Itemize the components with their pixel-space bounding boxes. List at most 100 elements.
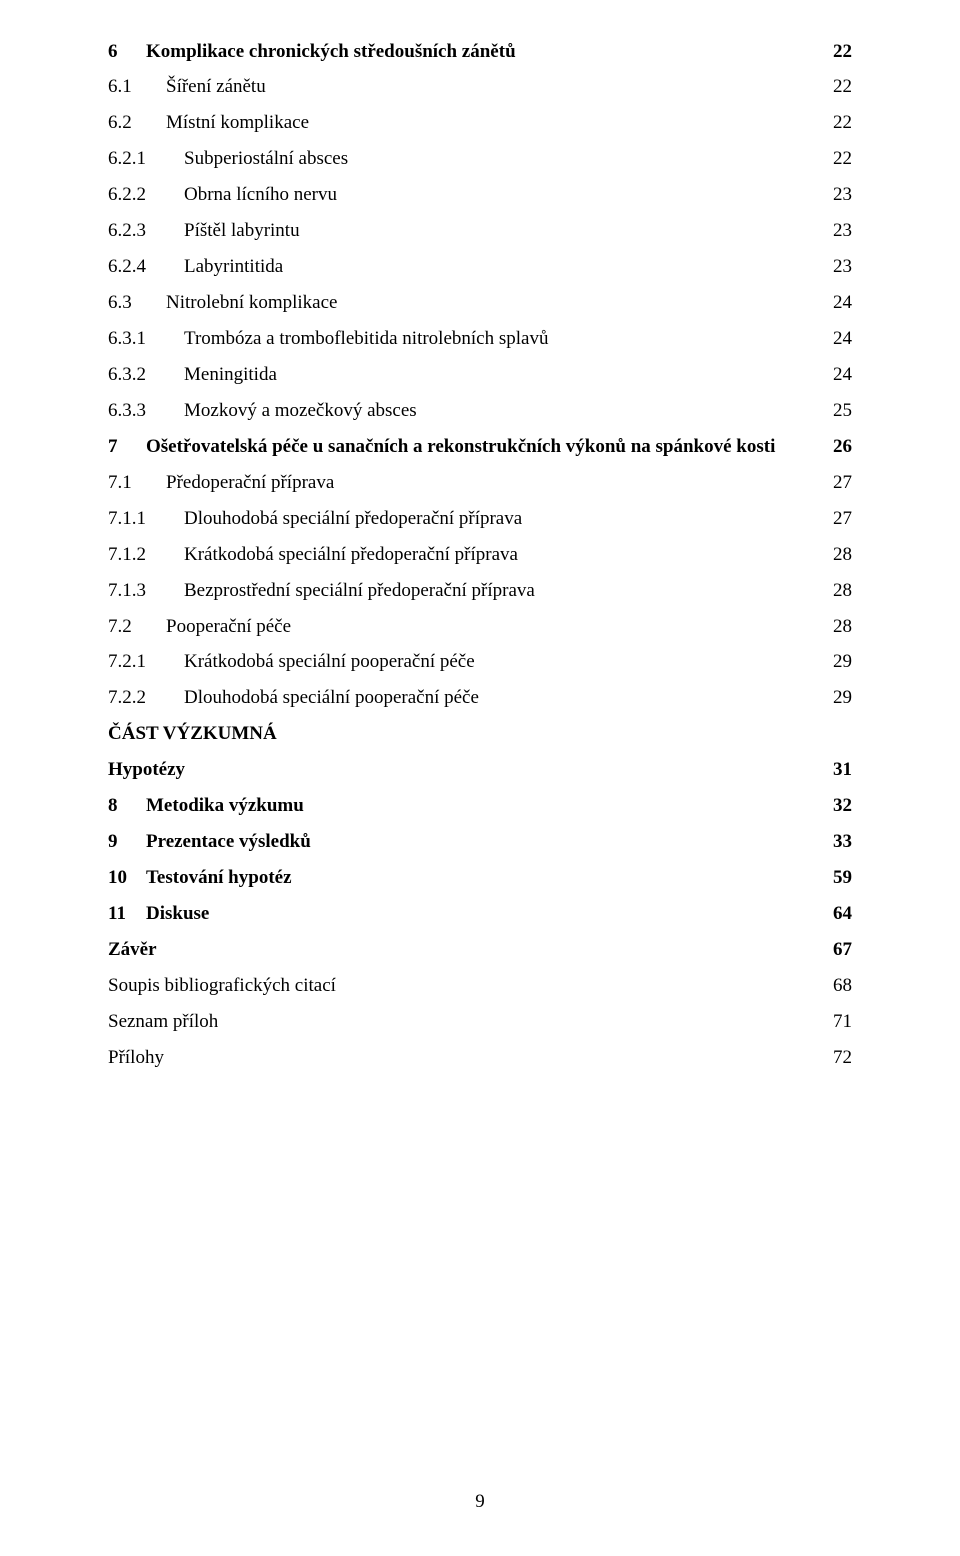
toc-entry: 6.3.1Trombóza a tromboflebitida nitroleb…	[108, 324, 852, 353]
toc-entry-title: Trombóza a tromboflebitida nitrolebních …	[184, 324, 548, 353]
toc-entry-title: Přílohy	[108, 1043, 164, 1072]
toc-entry-page: 22	[833, 108, 852, 137]
toc-entry-title: Soupis bibliografických citací	[108, 971, 336, 1000]
toc-entry-number: 7.1.2	[108, 540, 184, 569]
toc-entry-title: Obrna lícního nervu	[184, 180, 337, 209]
toc-entry-number: 6.3.3	[108, 396, 184, 425]
toc-entry: Soupis bibliografických citací 68	[108, 971, 852, 1000]
toc-entry-title: Místní komplikace	[166, 108, 309, 137]
toc-entry-title: Ošetřovatelská péče u sanačních a rekons…	[146, 432, 775, 461]
toc-entry: 7Ošetřovatelská péče u sanačních a rekon…	[108, 432, 852, 461]
toc-entry-page: 27	[833, 504, 852, 533]
toc-entry-title: Mozkový a mozečkový absces	[184, 396, 417, 425]
toc-entry-title: Labyrintitida	[184, 252, 283, 281]
toc-entry-number: 6.2	[108, 108, 166, 137]
toc-entry-number: 7.1.3	[108, 576, 184, 605]
toc-entry-title: Dlouhodobá speciální předoperační přípra…	[184, 504, 522, 533]
toc-entry: 7.2.1Krátkodobá speciální pooperační péč…	[108, 647, 852, 676]
toc-entry-number: 6	[108, 37, 146, 66]
toc-entry-title: Pooperační péče	[166, 612, 291, 641]
toc-entry-page: 22	[833, 72, 852, 101]
toc-entry: Závěr67	[108, 935, 852, 964]
toc-entry-title: Bezprostřední speciální předoperační pří…	[184, 576, 535, 605]
toc-entry-number: 6.2.4	[108, 252, 184, 281]
toc-entry: 7.2Pooperační péče 28	[108, 612, 852, 641]
toc-entry: 6.1Šíření zánětu 22	[108, 72, 852, 101]
toc-entry-title: Krátkodobá speciální předoperační přípra…	[184, 540, 518, 569]
toc-entry-page: 22	[833, 144, 852, 173]
toc-entry-number: 7.2.1	[108, 647, 184, 676]
toc-entry-page: 24	[833, 360, 852, 389]
toc-entry-title: Krátkodobá speciální pooperační péče	[184, 647, 475, 676]
toc-entry-title: ČÁST VÝZKUMNÁ	[108, 719, 277, 748]
toc-entry-title: Meningitida	[184, 360, 277, 389]
table-of-contents: 6Komplikace chronických středoušních zán…	[108, 37, 852, 1073]
toc-entry: 6.3Nitrolební komplikace24	[108, 288, 852, 317]
toc-entry-number: 6.2.3	[108, 216, 184, 245]
toc-entry-page: 27	[833, 468, 852, 497]
toc-entry: Přílohy 72	[108, 1043, 852, 1072]
toc-entry: 7.1.3Bezprostřední speciální předoperačn…	[108, 576, 852, 605]
toc-entry-page: 72	[833, 1043, 852, 1072]
toc-entry-number: 6.2.2	[108, 180, 184, 209]
toc-entry-number: 6.2.1	[108, 144, 184, 173]
toc-entry-page: 22	[833, 37, 852, 66]
toc-entry: 7.1.2Krátkodobá speciální předoperační p…	[108, 540, 852, 569]
toc-entry: 7.2.2Dlouhodobá speciální pooperační péč…	[108, 683, 852, 712]
toc-entry: 6.3.3Mozkový a mozečkový absces 25	[108, 396, 852, 425]
toc-entry-page: 33	[833, 827, 852, 856]
toc-entry-page: 59	[833, 863, 852, 892]
toc-entry-page: 71	[833, 1007, 852, 1036]
toc-entry-number: 6.3.2	[108, 360, 184, 389]
toc-entry-title: Předoperační příprava	[166, 468, 334, 497]
toc-entry-number: 7	[108, 432, 146, 461]
toc-entry: 6.2Místní komplikace 22	[108, 108, 852, 137]
toc-entry-title: Nitrolební komplikace	[166, 288, 337, 317]
toc-entry-title: Testování hypotéz	[146, 863, 292, 892]
toc-entry-number: 6.1	[108, 72, 166, 101]
toc-entry: 8Metodika výzkumu32	[108, 791, 852, 820]
toc-entry: 6.2.2Obrna lícního nervu 23	[108, 180, 852, 209]
toc-entry-title: Metodika výzkumu	[146, 791, 304, 820]
toc-entry-title: Píštěl labyrintu	[184, 216, 300, 245]
toc-entry: 7.1Předoperační příprava27	[108, 468, 852, 497]
toc-entry-number: 7.2.2	[108, 683, 184, 712]
toc-entry-page: 31	[833, 755, 852, 784]
toc-entry-title: Komplikace chronických středoušních záně…	[146, 37, 516, 66]
toc-entry-page: 24	[833, 324, 852, 353]
toc-entry: 6.2.1Subperiostální absces 22	[108, 144, 852, 173]
toc-entry: 6Komplikace chronických středoušních zán…	[108, 37, 852, 66]
toc-entry-page: 68	[833, 971, 852, 1000]
toc-entry-page: 23	[833, 216, 852, 245]
toc-entry-number: 7.2	[108, 612, 166, 641]
toc-entry-page: 26	[833, 432, 852, 461]
toc-entry-title: Hypotézy	[108, 755, 185, 784]
toc-entry-number: 6.3.1	[108, 324, 184, 353]
toc-entry-page: 29	[833, 683, 852, 712]
toc-entry-title: Seznam příloh	[108, 1007, 218, 1036]
toc-entry-page: 25	[833, 396, 852, 425]
toc-entry: 6.3.2Meningitida 24	[108, 360, 852, 389]
toc-entry-number: 10	[108, 863, 146, 892]
toc-entry: 11Diskuse64	[108, 899, 852, 928]
toc-entry: Hypotézy 31	[108, 755, 852, 784]
toc-entry-title: Šíření zánětu	[166, 72, 266, 101]
toc-entry-number: 7.1.1	[108, 504, 184, 533]
toc-entry-page: 24	[833, 288, 852, 317]
toc-entry-page: 67	[833, 935, 852, 964]
toc-entry-title: Subperiostální absces	[184, 144, 348, 173]
toc-entry-page: 28	[833, 576, 852, 605]
toc-entry-title: Prezentace výsledků	[146, 827, 311, 856]
toc-entry-page: 28	[833, 540, 852, 569]
toc-entry: 6.2.3Píštěl labyrintu 23	[108, 216, 852, 245]
toc-entry-title: Dlouhodobá speciální pooperační péče	[184, 683, 479, 712]
toc-entry: 7.1.1Dlouhodobá speciální předoperační p…	[108, 504, 852, 533]
toc-entry-number: 11	[108, 899, 146, 928]
toc-entry: 10Testování hypotéz 59	[108, 863, 852, 892]
toc-entry-title: Diskuse	[146, 899, 209, 928]
toc-entry-number: 9	[108, 827, 146, 856]
toc-entry-page: 23	[833, 180, 852, 209]
page-number: 9	[0, 1487, 960, 1516]
toc-entry-page: 32	[833, 791, 852, 820]
toc-entry-page: 28	[833, 612, 852, 641]
